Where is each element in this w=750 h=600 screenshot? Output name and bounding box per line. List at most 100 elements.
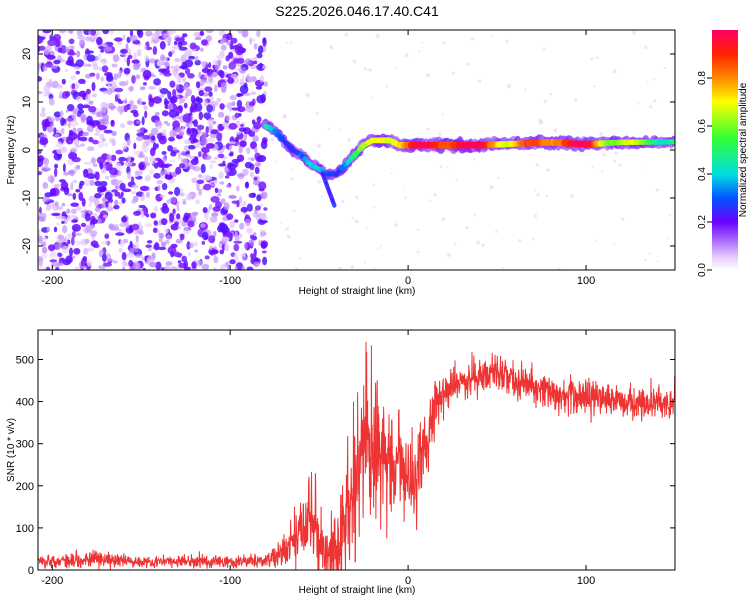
noise-blob: [175, 166, 182, 175]
noise-blob: [195, 199, 200, 205]
noise-blob: [121, 142, 127, 150]
noise-blob: [205, 143, 215, 149]
noise-blob: [200, 163, 206, 174]
noise-blob: [205, 126, 209, 134]
noise-speck: [477, 79, 482, 84]
noise-blob: [115, 232, 125, 236]
noise-blob: [157, 185, 161, 192]
noise-speck: [321, 194, 324, 198]
noise-speck: [532, 237, 535, 241]
noise-blob: [198, 111, 203, 121]
noise-speck: [341, 199, 345, 203]
noise-blob: [175, 238, 183, 244]
noise-blob: [173, 252, 183, 258]
noise-blob: [59, 110, 64, 118]
noise-blob: [159, 40, 166, 50]
noise-blob: [251, 157, 255, 162]
noise-blob: [121, 197, 126, 204]
noise-blob: [221, 236, 230, 242]
noise-blob: [249, 234, 255, 240]
y-tick-label: 300: [16, 439, 34, 451]
noise-blob: [148, 86, 156, 90]
noise-blob: [58, 84, 63, 89]
noise-blob: [103, 262, 112, 267]
colorbar: 0.0 0.2 0.4 0.6 0.8 Normalized spectral ampl…: [697, 30, 749, 277]
snr-axis-ticks: -200 -100 0 100 0 100 200 300 400 500: [16, 330, 675, 587]
noise-blob: [201, 60, 206, 69]
noise-blob: [170, 95, 178, 104]
noise-blob: [60, 128, 65, 135]
noise-blob: [89, 72, 96, 77]
noise-blob: [168, 109, 178, 118]
noise-blob: [234, 112, 240, 119]
noise-blob: [43, 85, 51, 94]
noise-blob: [226, 40, 231, 46]
noise-blob: [220, 44, 227, 51]
noise-blob: [60, 117, 65, 127]
noise-blob: [158, 120, 162, 127]
noise-blob: [223, 202, 230, 211]
noise-speck: [574, 98, 578, 102]
noise-blob: [125, 80, 129, 86]
noise-speck: [539, 120, 544, 125]
noise-blob: [142, 82, 147, 86]
noise-blob: [109, 167, 118, 176]
noise-blob: [184, 92, 189, 99]
noise-speck: [494, 230, 498, 234]
noise-blob: [241, 74, 245, 83]
noise-blob: [61, 245, 69, 254]
noise-blob: [128, 85, 134, 92]
noise-blob: [74, 82, 80, 89]
noise-speck: [305, 92, 310, 97]
noise-blob: [82, 104, 91, 109]
noise-blob: [253, 138, 259, 142]
noise-blob: [50, 176, 54, 184]
noise-blob: [220, 264, 226, 270]
noise-blob: [88, 195, 96, 203]
noise-blob: [143, 105, 148, 111]
noise-blob: [89, 230, 98, 237]
noise-blob: [180, 54, 187, 62]
noise-blob: [187, 73, 195, 79]
noise-blob: [259, 233, 266, 238]
noise-blob: [158, 135, 167, 145]
noise-blob: [65, 117, 73, 122]
noise-blob: [84, 179, 91, 187]
spectrogram-marks: [38, 30, 675, 270]
noise-blob: [122, 238, 129, 244]
noise-blob: [172, 68, 179, 76]
noise-blob: [146, 191, 150, 198]
noise-blob: [65, 68, 69, 73]
noise-blob: [191, 211, 199, 216]
noise-blob: [154, 162, 159, 169]
noise-blob: [124, 161, 133, 167]
colorbar-tick-label: 0.6: [697, 119, 708, 133]
noise-blob: [249, 171, 255, 178]
noise-speck: [590, 57, 594, 61]
noise-blob: [79, 143, 86, 147]
noise-blob: [96, 218, 102, 225]
noise-blob: [211, 71, 218, 78]
noise-blob: [219, 222, 226, 226]
figure-title: S225.2026.046.17.40.C41: [275, 3, 439, 19]
noise-blob: [196, 124, 205, 130]
noise-blob: [217, 193, 222, 197]
noise-blob: [187, 252, 192, 256]
noise-blob: [129, 240, 133, 248]
noise-blob: [159, 88, 169, 95]
noise-blob: [158, 237, 163, 243]
noise-blob: [100, 202, 107, 209]
noise-speck: [446, 166, 449, 169]
noise-speck: [338, 128, 341, 131]
noise-blob: [262, 37, 267, 44]
noise-blob: [114, 162, 122, 170]
noise-blob: [179, 233, 185, 241]
noise-blob: [41, 246, 48, 254]
noise-blob: [219, 70, 225, 79]
noise-speck: [379, 244, 383, 248]
noise-blob: [100, 48, 105, 53]
noise-blob: [97, 140, 105, 148]
noise-blob: [217, 111, 225, 118]
noise-blob: [174, 221, 179, 226]
colorbar-tick-label: 0.8: [697, 71, 708, 85]
